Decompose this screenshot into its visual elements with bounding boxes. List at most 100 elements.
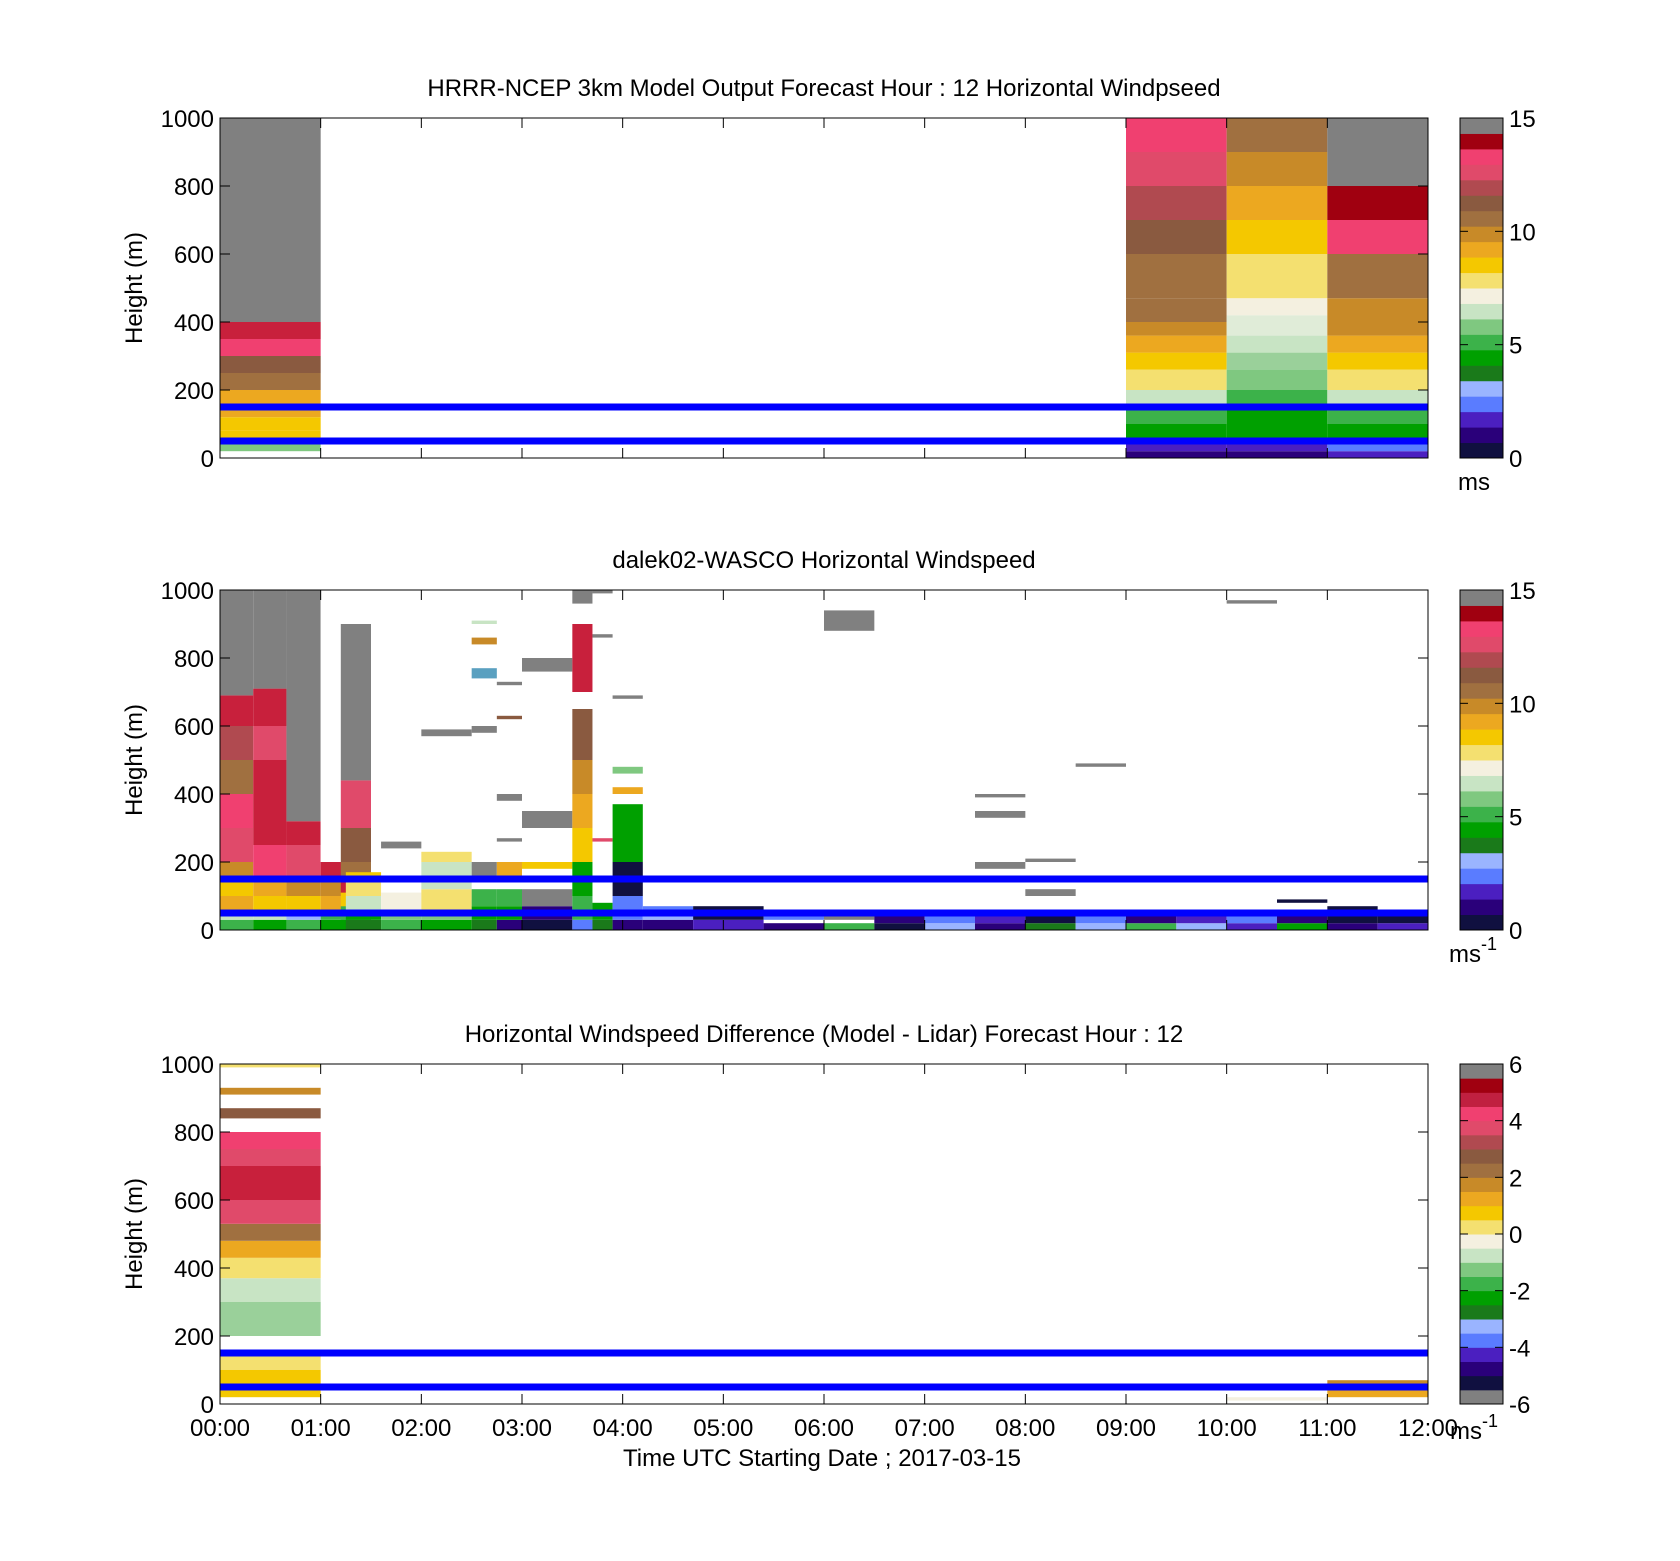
heatmap-cell [220,1387,321,1398]
heatmap-cell [1226,315,1328,336]
heatmap-cell [496,681,522,686]
x-axis-label: Time UTC Starting Date ; 2017-03-15 [623,1445,1021,1472]
colorbar-swatch [1460,1092,1503,1107]
heatmap-cell [220,919,254,930]
colorbar-swatch [1460,427,1503,444]
heatmap-cell [1226,254,1328,299]
colorbar-swatch [1460,396,1503,413]
colorbar-swatch [1460,1064,1503,1079]
heatmap-cell [253,726,287,760]
heatmap-cell [220,390,321,404]
heatmap-cell [1025,923,1076,930]
colorbar-swatch [1460,257,1503,274]
colorbar-swatch [1460,164,1503,181]
x-tick-label: 02:00 [391,1415,451,1442]
heatmap-cell [220,760,254,794]
colorbar-swatch [1460,868,1503,885]
panel-title: HRRR-NCEP 3km Model Output Forecast Hour… [427,75,1220,102]
y-tick-label: 1000 [161,1052,214,1079]
x-tick-label: 01:00 [291,1415,351,1442]
x-tick-label: 00:00 [190,1415,250,1442]
heatmap-cell [1327,352,1428,370]
heatmap-cell [340,780,371,828]
y-tick-label: 600 [174,714,214,741]
heatmap-cell [1226,424,1328,438]
heatmap-cell [320,896,346,910]
heatmap-cell [220,879,254,896]
heatmap-cell [975,794,1026,798]
heatmap-cell [1126,186,1227,220]
y-tick-label: 600 [174,242,214,269]
colorbar-tick-label: -6 [1509,1392,1530,1419]
colorbar-swatch [1460,1177,1503,1192]
heatmap-cell [975,811,1026,818]
heatmap-cell [220,1166,321,1200]
heatmap-cell [1025,889,1076,896]
heatmap-cell [522,811,573,828]
heatmap-cell [763,923,824,930]
heatmap-cell [286,919,321,930]
heatmap-cell [612,695,643,699]
colorbar-swatch [1460,682,1503,699]
heatmap-cell [471,668,497,679]
colorbar-swatch [1460,667,1503,684]
y-tick-label: 400 [174,310,214,337]
x-tick-label: 06:00 [794,1415,854,1442]
colorbar-swatch [1460,1361,1503,1377]
colorbar-swatch [1460,1276,1503,1292]
y-tick-label: 1000 [161,578,214,605]
colorbar-swatch [1460,365,1503,382]
heatmap-cell [924,913,975,924]
colorbar: -6 -4 -2 0 2 4 6 ms-1 [1450,1052,1530,1445]
heatmap-cell [421,851,472,862]
heatmap-cell [1226,923,1277,930]
panel-2: dalek02-WASCO Horizontal Windspeed 0 200 40… [121,547,1536,968]
colorbar-tick-label: 0 [1509,1222,1522,1249]
heatmap-cell [1226,118,1328,152]
heatmap-cell [572,760,593,794]
heatmap-cell [1327,444,1428,452]
y-tick-label: 400 [174,782,214,809]
heatmap-cell [286,821,321,845]
colorbar-swatch [1460,1375,1503,1391]
heatmap-cell [220,1132,321,1149]
heatmap-cell [572,624,593,692]
colorbar-swatch [1460,334,1503,351]
colorbar-swatch [1460,636,1503,653]
heatmap-cell [471,620,497,624]
colorbar-tick-label: 0 [1509,446,1522,473]
colorbar-tick-label: 10 [1509,219,1536,246]
heatmap-cell [381,892,422,910]
heatmap-cell [220,1370,321,1387]
heatmap-cell [220,1397,321,1404]
heatmap-cell [345,896,382,910]
heatmap-cell [1327,335,1428,353]
colorbar-swatch [1460,272,1503,289]
colorbar-swatch [1460,790,1503,807]
heatmap-cell [220,1149,321,1166]
colorbar-swatch [1460,620,1503,637]
heatmap-cell [1277,916,1328,924]
heatmap-cell [642,919,694,930]
heatmap-cell [1327,1380,1428,1384]
y-axis-label: Height (m) [121,1178,148,1290]
heatmap-cell [220,1257,321,1279]
heatmap-cell [1377,923,1428,930]
heatmap-cell [471,726,497,733]
colorbar-swatch [1460,1290,1503,1306]
colorbar: 0 5 10 15 ms-1 [1449,578,1536,968]
heatmap-cell [220,1087,321,1095]
heatmap-cell [592,634,613,638]
heatmap-cell [253,896,287,910]
heatmap-cell [1277,899,1328,903]
heatmap-cell [1327,118,1428,186]
colorbar-swatch [1460,1234,1503,1249]
colorbar-swatch [1460,852,1503,869]
heatmap-cell [1025,916,1076,924]
colorbar-tick-label: 6 [1509,1052,1522,1079]
colorbar-swatch [1460,775,1503,792]
plot-area [220,1064,1428,1404]
heatmap-cell [220,1278,321,1302]
heatmap-cell [253,919,287,930]
heatmap-cell [471,919,497,930]
